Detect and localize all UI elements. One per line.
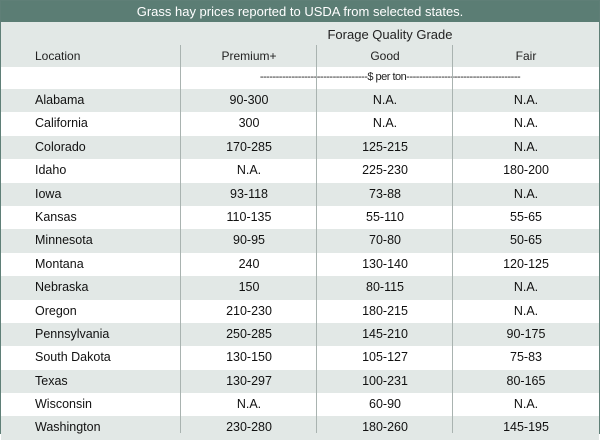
cell-fair: 90-175 bbox=[506, 326, 546, 341]
cell-location: Nebraska bbox=[35, 280, 89, 295]
cell-location: Washington bbox=[35, 420, 101, 435]
column-header-good: Good bbox=[370, 49, 400, 63]
column-divider bbox=[180, 45, 181, 433]
table-body: Alabama 90-300 N.A. N.A. California 300 N.A. N.… bbox=[1, 89, 599, 440]
cell-premium: 240 bbox=[238, 256, 260, 271]
table-row: Kansas 110-135 55-110 55-65 bbox=[1, 206, 599, 229]
cell-location: Iowa bbox=[35, 186, 62, 201]
cell-premium: 130-150 bbox=[226, 350, 272, 365]
cell-location: Pennsylvania bbox=[35, 326, 110, 341]
cell-premium: 90-300 bbox=[229, 93, 269, 107]
cell-fair: 75-83 bbox=[510, 350, 542, 365]
cell-good: 145-210 bbox=[362, 326, 408, 341]
cell-good: 125-215 bbox=[362, 139, 408, 154]
cell-fair: N.A. bbox=[513, 139, 539, 154]
cell-fair: N.A. bbox=[513, 116, 539, 131]
cell-location: Oregon bbox=[35, 303, 77, 318]
cell-good: 80-115 bbox=[366, 280, 404, 295]
table-row: California 300 N.A. N.A. bbox=[1, 112, 599, 135]
table-row: Wisconsin N.A. 60-90 N.A. bbox=[1, 393, 599, 416]
cell-premium: 110-135 bbox=[226, 209, 272, 224]
cell-fair: N.A. bbox=[513, 303, 539, 318]
table-row: Iowa 93-118 73-88 N.A. bbox=[1, 182, 599, 206]
cell-premium: 130-297 bbox=[226, 373, 272, 388]
cell-premium: N.A. bbox=[236, 163, 262, 178]
cell-location: Minnesota bbox=[35, 233, 93, 248]
cell-good: 180-215 bbox=[362, 303, 408, 318]
cell-good: 130-140 bbox=[362, 256, 408, 271]
column-divider bbox=[452, 45, 453, 433]
column-header-fair: Fair bbox=[515, 49, 537, 63]
table-row: Oregon 210-230 180-215 N.A. bbox=[1, 300, 599, 323]
unit-label: ----------------------------------$ per … bbox=[259, 71, 521, 83]
cell-location: Colorado bbox=[35, 139, 86, 154]
cell-fair: N.A. bbox=[513, 93, 539, 107]
table-row: Washington 230-280 180-260 145-195 bbox=[1, 416, 599, 440]
cell-premium: 300 bbox=[238, 116, 260, 131]
cell-fair: 80-165 bbox=[506, 373, 546, 388]
cell-fair: N.A. bbox=[513, 280, 539, 295]
cell-good: N.A. bbox=[372, 116, 398, 131]
column-header-location: Location bbox=[35, 49, 81, 63]
cell-fair: 50-65 bbox=[510, 233, 542, 248]
table-row: Pennsylvania 250-285 145-210 90-175 bbox=[1, 322, 599, 347]
cell-good: 70-80 bbox=[369, 233, 401, 248]
cell-good: 100-231 bbox=[362, 373, 408, 388]
cell-fair: 120-125 bbox=[503, 256, 549, 271]
table-row: Montana 240 130-140 120-125 bbox=[1, 253, 599, 276]
table-title: Grass hay prices reported to USDA from s… bbox=[1, 1, 599, 22]
cell-premium: 90-95 bbox=[233, 233, 265, 248]
cell-good: 60-90 bbox=[369, 397, 401, 412]
cell-premium: 170-285 bbox=[226, 139, 272, 154]
column-header-premium: Premium+ bbox=[221, 49, 277, 63]
cell-good: 225-230 bbox=[362, 163, 408, 178]
cell-fair: 180-200 bbox=[503, 163, 549, 178]
table-row: Texas 130-297 100-231 80-165 bbox=[1, 369, 599, 394]
table-header: Forage Quality Grade Location Premium+ G… bbox=[1, 22, 599, 67]
cell-good: 105-127 bbox=[362, 350, 408, 365]
cell-premium: 210-230 bbox=[226, 303, 272, 318]
table-row: Minnesota 90-95 70-80 50-65 bbox=[1, 229, 599, 253]
cell-location: Wisconsin bbox=[35, 397, 92, 412]
cell-premium: N.A. bbox=[236, 397, 262, 412]
unit-row: ----------------------------------$ per … bbox=[1, 67, 599, 89]
cell-location: California bbox=[35, 116, 88, 131]
forage-quality-grade-header: Forage Quality Grade bbox=[327, 27, 453, 42]
cell-location: Montana bbox=[35, 256, 84, 271]
cell-fair: N.A. bbox=[513, 186, 539, 201]
cell-premium: 250-285 bbox=[226, 326, 272, 341]
cell-fair: N.A. bbox=[513, 397, 539, 412]
cell-good: 180-260 bbox=[362, 420, 408, 435]
cell-location: South Dakota bbox=[35, 350, 111, 365]
cell-location: Idaho bbox=[35, 163, 67, 178]
table-row: South Dakota 130-150 105-127 75-83 bbox=[1, 346, 599, 369]
cell-good: N.A. bbox=[372, 93, 398, 107]
cell-fair: 55-65 bbox=[510, 209, 542, 224]
cell-location: Alabama bbox=[35, 93, 85, 107]
cell-premium: 230-280 bbox=[226, 420, 272, 435]
cell-premium: 150 bbox=[238, 280, 260, 295]
table-row: Nebraska 150 80-115 N.A. bbox=[1, 276, 599, 300]
cell-good: 55-110 bbox=[366, 209, 404, 224]
table-row: Idaho N.A. 225-230 180-200 bbox=[1, 159, 599, 182]
cell-location: Texas bbox=[35, 373, 68, 388]
table-row: Colorado 170-285 125-215 N.A. bbox=[1, 135, 599, 160]
column-divider bbox=[316, 45, 317, 433]
cell-premium: 93-118 bbox=[230, 186, 268, 201]
cell-good: 73-88 bbox=[369, 186, 401, 201]
cell-fair: 145-195 bbox=[503, 420, 549, 435]
table-row: Alabama 90-300 N.A. N.A. bbox=[1, 89, 599, 113]
cell-location: Kansas bbox=[35, 209, 77, 224]
